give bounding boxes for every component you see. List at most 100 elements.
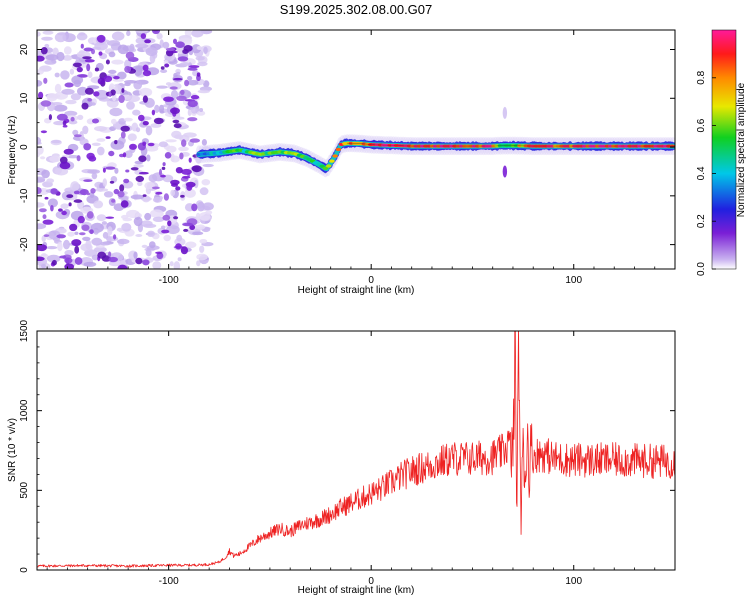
- noise-blob-strong: [191, 165, 202, 173]
- noise-blob-strong: [69, 223, 78, 232]
- top-x-tick-label: 0: [368, 275, 374, 286]
- noise-blob-strong: [83, 179, 93, 183]
- noise-blob: [99, 241, 111, 246]
- noise-blob-strong: [83, 143, 92, 151]
- noise-blob: [124, 82, 131, 87]
- noise-blob: [82, 125, 89, 135]
- noise-blob: [125, 209, 140, 219]
- noise-blob-strong: [105, 59, 110, 65]
- noise-blob: [82, 236, 91, 241]
- noise-blob: [53, 104, 68, 112]
- noise-blob-strong: [162, 214, 171, 221]
- noise-blob-strong: [70, 116, 75, 122]
- noise-blob: [37, 136, 42, 145]
- ridge-core: [322, 166, 329, 170]
- noise-blob: [80, 243, 93, 252]
- noise-blob: [145, 47, 158, 57]
- noise-blob-strong: [151, 186, 160, 190]
- noise-blob-strong: [187, 117, 198, 122]
- noise-blob-strong: [142, 70, 152, 77]
- noise-blob: [41, 235, 46, 242]
- noise-blob-strong: [84, 87, 94, 95]
- noise-blob-strong: [105, 166, 116, 170]
- noise-blob: [165, 139, 177, 143]
- noise-blob-strong: [171, 183, 178, 187]
- noise-blob: [199, 245, 205, 253]
- noise-blob-strong: [72, 62, 82, 68]
- noise-blob: [91, 237, 103, 246]
- noise-blob: [111, 59, 124, 65]
- noise-blob: [111, 31, 125, 41]
- noise-blob: [60, 203, 69, 209]
- noise-blob: [135, 127, 141, 133]
- noise-blob: [96, 214, 107, 222]
- noise-blob: [169, 261, 174, 267]
- ridge-spike: [502, 106, 508, 119]
- noise-blob: [57, 241, 63, 252]
- noise-blob: [61, 88, 75, 95]
- noise-blob: [150, 123, 162, 128]
- bottom-y-tick-label: 1500: [19, 319, 30, 342]
- noise-blob-strong: [179, 152, 184, 160]
- noise-blob-strong: [175, 41, 185, 48]
- noise-blob: [37, 80, 43, 87]
- noise-blob: [91, 142, 101, 146]
- noise-blob: [187, 79, 199, 86]
- noise-blob: [76, 32, 88, 41]
- noise-blob: [51, 140, 62, 144]
- noise-blob-strong: [138, 155, 147, 162]
- colorbar-label: Normalized spectral amplitude: [736, 82, 747, 217]
- noise-blob: [69, 68, 75, 75]
- noise-blob-strong: [124, 65, 131, 73]
- noise-blob-strong: [98, 51, 103, 56]
- noise-blob: [152, 196, 163, 203]
- noise-blob: [176, 234, 183, 242]
- noise-blob: [202, 163, 214, 168]
- noise-blob: [199, 108, 204, 112]
- noise-blob-strong: [175, 186, 181, 191]
- noise-blob: [197, 89, 210, 94]
- noise-blob-strong: [40, 100, 52, 107]
- noise-blob: [196, 253, 208, 261]
- noise-blob-strong: [138, 114, 145, 122]
- noise-blob: [201, 139, 207, 146]
- noise-blob-strong: [83, 47, 94, 52]
- noise-blob-strong: [175, 167, 183, 174]
- noise-blob: [187, 76, 193, 81]
- noise-blob-strong: [176, 95, 187, 102]
- noise-blob-strong: [142, 259, 150, 266]
- noise-blob: [77, 114, 84, 120]
- noise-blob: [197, 61, 208, 67]
- noise-blob: [140, 220, 153, 227]
- noise-blob-strong: [108, 256, 118, 263]
- noise-blob: [126, 101, 135, 110]
- noise-blob: [44, 43, 50, 48]
- noise-blob-strong: [142, 95, 148, 103]
- noise-blob: [202, 202, 214, 211]
- noise-blob: [114, 167, 119, 174]
- noise-blob: [42, 30, 54, 35]
- noise-blob-strong: [86, 211, 94, 219]
- noise-blob-strong: [170, 107, 180, 115]
- noise-blob: [64, 249, 74, 256]
- top-x-axis-label: Height of straight line (km): [298, 285, 415, 296]
- noise-blob: [46, 93, 58, 102]
- noise-blob-strong: [186, 183, 193, 191]
- noise-blob: [37, 202, 45, 208]
- noise-blob: [201, 179, 211, 186]
- noise-blob-strong: [181, 168, 192, 175]
- noise-blob-strong: [156, 252, 164, 260]
- noise-blob-strong: [182, 175, 191, 179]
- noise-blob-strong: [165, 47, 175, 52]
- noise-blob-strong: [142, 141, 147, 147]
- noise-blob: [37, 176, 46, 183]
- top-x-axis: -100 0 100: [46, 30, 676, 286]
- noise-blob: [183, 132, 197, 138]
- noise-blob-strong: [113, 76, 120, 80]
- noise-blob-strong: [160, 174, 166, 178]
- noise-blob-strong: [84, 59, 95, 63]
- noise-blob: [149, 209, 164, 218]
- noise-blob-strong: [153, 117, 164, 125]
- noise-blob-strong: [138, 171, 149, 175]
